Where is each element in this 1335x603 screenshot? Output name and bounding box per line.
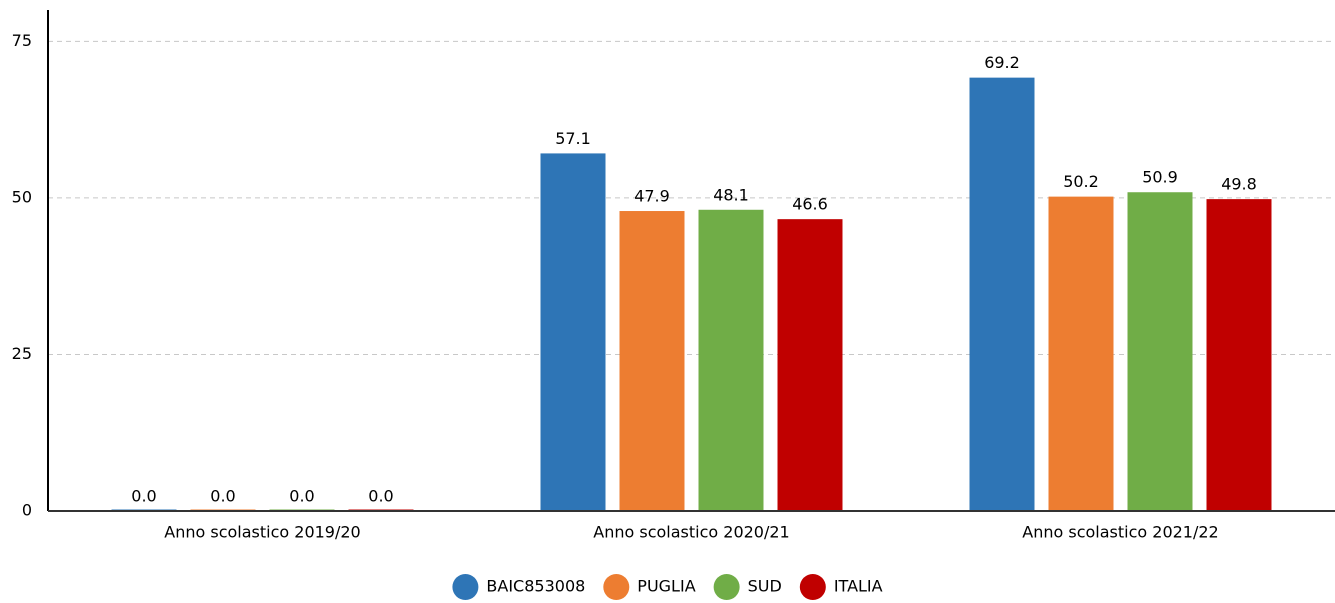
value-label: 46.6 (792, 195, 828, 214)
legend-swatch (799, 574, 826, 600)
y-tick-label: 50 (12, 187, 32, 206)
legend-swatch (603, 574, 630, 600)
bar (777, 219, 843, 512)
bar (1127, 192, 1193, 511)
legend-label: BAIC853008 (486, 577, 585, 596)
value-label: 48.1 (713, 185, 749, 204)
value-label: 50.9 (1142, 168, 1178, 187)
value-label: 0.0 (131, 487, 156, 506)
value-label: 49.8 (1221, 175, 1257, 194)
bar (619, 211, 685, 511)
y-tick-label: 75 (12, 31, 32, 50)
legend-swatch (713, 574, 740, 600)
value-label: 47.9 (634, 187, 670, 206)
bar (1206, 199, 1272, 511)
x-tick-label: Anno scolastico 2021/22 (1022, 523, 1218, 542)
value-label: 57.1 (555, 129, 591, 148)
legend-swatch (452, 574, 479, 600)
x-tick-label: Anno scolastico 2019/20 (164, 523, 360, 542)
value-label: 0.0 (368, 487, 393, 506)
legend-label: ITALIA (834, 577, 883, 596)
value-label: 69.2 (984, 53, 1020, 72)
bar (698, 209, 764, 511)
x-tick-label: Anno scolastico 2020/21 (593, 523, 789, 542)
y-tick-label: 25 (12, 344, 32, 363)
bar (969, 77, 1035, 511)
legend-label: PUGLIA (637, 577, 695, 596)
y-tick-label: 0 (22, 501, 32, 520)
value-label: 50.2 (1063, 172, 1099, 191)
value-label: 0.0 (210, 487, 235, 506)
legend-label: SUD (748, 577, 782, 596)
bar (1048, 196, 1114, 511)
value-label: 0.0 (289, 487, 314, 506)
bar (540, 153, 606, 511)
